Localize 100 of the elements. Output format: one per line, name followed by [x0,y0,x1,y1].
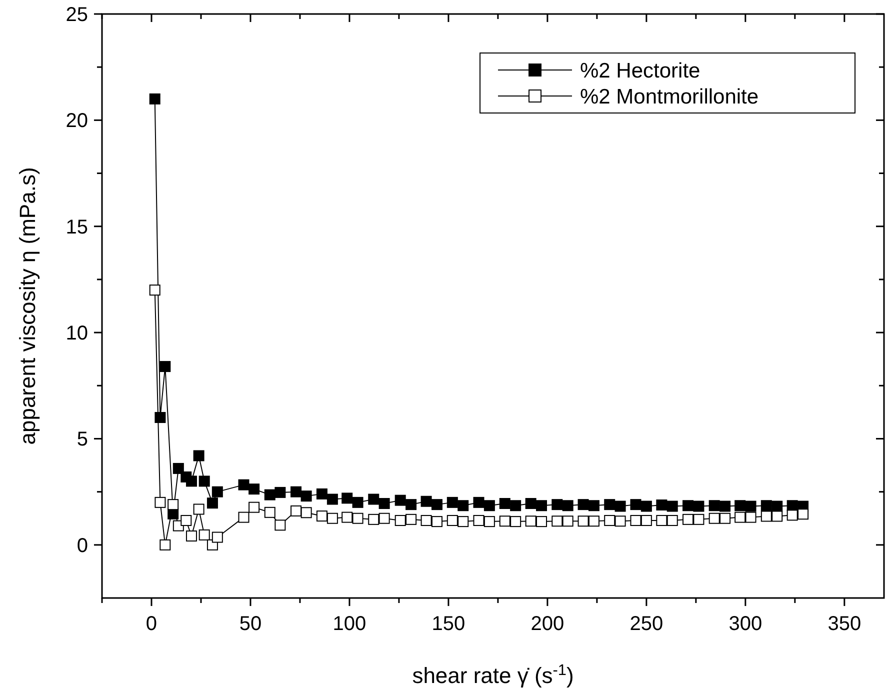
y-axis-title: apparent viscosity η (mPa.s) [15,167,40,445]
x-tick-label: 200 [530,613,564,635]
point [708,512,720,524]
point [720,512,731,524]
point [458,500,469,512]
point [666,514,678,526]
point [406,514,417,525]
point [186,530,197,542]
point [316,510,328,522]
point [588,516,600,527]
x-tick-label: 150 [432,613,466,635]
point [604,514,616,526]
point [160,539,171,550]
point [290,505,302,516]
point [274,486,286,498]
x-tick-label: 0 [146,613,158,635]
point [656,499,668,510]
point [666,500,678,512]
point [693,514,704,525]
point [446,514,458,526]
point [552,499,563,510]
point [198,529,210,540]
point [238,512,250,523]
point [394,494,406,506]
point [420,496,432,507]
x-tick-label: 300 [728,613,762,635]
y-tick-label: 20 [66,110,88,132]
legend-label: %2 Montmorillonite [580,85,759,108]
point [172,462,184,474]
point [578,499,589,510]
point [562,516,574,527]
x-tick-label: 250 [630,613,664,635]
point [238,479,250,490]
point [525,498,536,509]
y-tick-label: 0 [76,534,88,557]
point [154,496,166,508]
point [326,512,338,524]
point [160,361,171,372]
point [300,507,312,518]
point [536,500,548,512]
point [734,512,746,523]
y-tick-label: 10 [66,322,88,345]
point [274,520,286,531]
point [352,512,364,524]
y-tick-label: 5 [76,428,88,451]
point [248,484,260,495]
point [578,516,589,527]
point [510,516,522,528]
point [431,516,442,528]
point [499,516,510,527]
point [525,516,536,527]
point [682,514,694,525]
point [630,499,642,510]
point [180,514,192,526]
point [149,93,160,104]
point [745,500,756,512]
y-tick-label: 15 [66,216,88,238]
point [552,516,563,527]
point [588,500,600,512]
point [264,506,276,518]
point [640,500,652,512]
point [656,514,668,526]
point [708,500,720,512]
point [786,510,798,521]
point [342,492,353,504]
point [290,486,302,498]
point [206,498,218,509]
point [614,516,626,527]
point [693,500,704,512]
point [760,510,772,522]
point [604,499,616,510]
point [772,510,783,522]
point [473,514,484,526]
point [499,498,510,509]
point [149,284,160,296]
point [720,500,731,512]
point [352,496,364,508]
point [734,500,746,512]
point [760,500,772,512]
point [640,514,652,526]
point [420,514,432,526]
point [368,494,380,505]
point [264,489,276,500]
point [473,496,484,508]
y-tick-label: 25 [66,4,88,26]
point [212,532,223,543]
point [248,502,260,513]
point [316,488,328,500]
point [614,500,626,512]
point [368,514,380,525]
point [406,499,417,510]
point [536,516,548,528]
point [484,500,495,512]
point [326,494,338,505]
legend-label: %2 Hectorite [580,59,700,82]
x-axis-title: shear rate γ̇ (s$^{-1}$) [412,662,574,688]
point [394,514,406,526]
point [630,514,642,526]
point [342,512,353,523]
x-tick-label: 50 [239,613,262,635]
